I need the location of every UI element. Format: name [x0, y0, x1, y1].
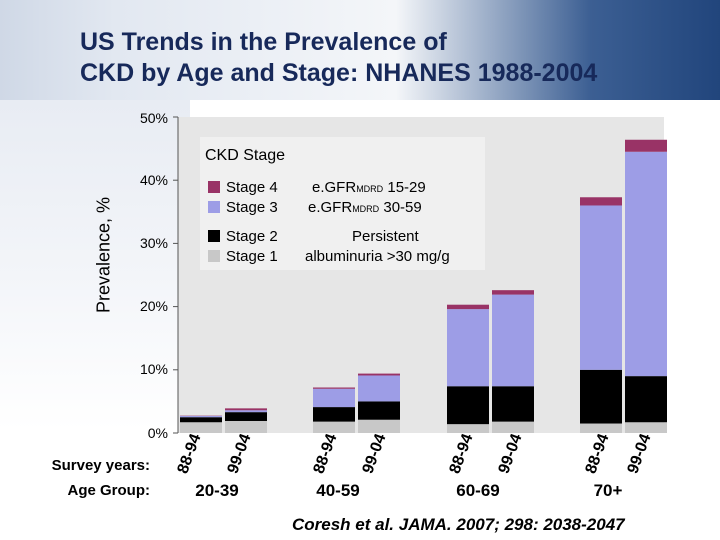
legend-swatch-stage4	[208, 181, 220, 193]
bar-40-59-99-04-stage1	[358, 419, 400, 433]
survey-years-label: Survey years:	[51, 457, 150, 474]
legend-stage4-label: Stage 4	[226, 179, 278, 196]
left-decor-band	[0, 100, 190, 540]
bar-60-69-99-04-stage1	[492, 421, 534, 433]
legend-swatch-stage1	[208, 250, 220, 262]
legend-swatch-stage3	[208, 201, 220, 213]
legend-stage3-label: Stage 3	[226, 199, 278, 216]
bar-40-59-88-94-stage2	[313, 407, 355, 422]
y-tick-40: 40%	[139, 172, 168, 188]
bar-20-39-88-94-stage1	[180, 422, 222, 433]
y-tick-50: 50%	[139, 110, 168, 126]
group-label-20-39: 20-39	[195, 481, 239, 500]
legend-stage1-label: Stage 1	[226, 248, 278, 265]
slide-title: US Trends in the Prevalence of CKD by Ag…	[80, 28, 598, 87]
bar-20-39-99-04-stage4	[225, 408, 267, 411]
y-tick-10: 10%	[139, 361, 168, 377]
legend-stage3-desc: e.GFRMDRD 30-59	[308, 199, 422, 216]
row-labels: Survey years: Age Group:	[20, 453, 150, 503]
bar-20-39-88-94-stage3	[180, 415, 222, 418]
bar-20-39-99-04-stage1	[225, 420, 267, 433]
bar-70+-99-04-stage2	[625, 376, 667, 423]
bar-40-59-99-04-stage3	[358, 375, 400, 402]
legend-swatch-stage2	[208, 230, 220, 242]
legend-stage2-label: Stage 2	[226, 228, 278, 245]
bar-70+-88-94-stage1	[580, 423, 622, 433]
bar-70+-99-04-stage1	[625, 422, 667, 433]
bar-40-59-99-04-stage4	[358, 373, 400, 376]
bar-60-69-88-94-stage4	[447, 304, 489, 310]
bar-60-69-88-94-stage1	[447, 424, 489, 433]
legend-stage1: Stage 1	[208, 248, 278, 266]
bar-70+-99-04-stage4	[625, 139, 667, 152]
legend-stage4-desc: e.GFRMDRD 15-29	[312, 179, 426, 196]
bar-60-69-88-94-stage2	[447, 386, 489, 425]
y-tick-30: 30%	[139, 235, 168, 251]
legend-stage3: Stage 3	[208, 199, 278, 217]
bar-40-59-88-94-stage4	[313, 387, 355, 389]
bar-60-69-99-04-stage3	[492, 294, 534, 387]
bar-20-39-88-94-stage2	[180, 417, 222, 423]
legend-title: CKD Stage	[205, 147, 286, 164]
y-tick-0: 0%	[147, 425, 168, 441]
bar-70+-88-94-stage2	[580, 369, 622, 424]
bar-70+-99-04-stage3	[625, 151, 667, 377]
y-tick-20: 20%	[139, 298, 168, 314]
bar-60-69-99-04-stage2	[492, 386, 534, 422]
citation: Coresh et al. JAMA. 2007; 298: 2038-2047	[292, 515, 625, 534]
legend-stage4: Stage 4	[208, 179, 278, 197]
legend-stage2: Stage 2	[208, 228, 278, 246]
legend-persistent: Persistent	[352, 228, 419, 245]
bar-40-59-99-04-stage2	[358, 401, 400, 420]
bar-40-59-88-94-stage1	[313, 421, 355, 433]
header-band	[0, 0, 720, 100]
bar-20-39-99-04-stage3	[225, 410, 267, 413]
bar-70+-88-94-stage3	[580, 205, 622, 370]
bar-60-69-99-04-stage4	[492, 290, 534, 295]
group-label-70plus: 70+	[593, 481, 623, 500]
bar-20-39-99-04-stage2	[225, 412, 267, 421]
bar-40-59-88-94-stage3	[313, 388, 355, 408]
group-label-40-59: 40-59	[316, 481, 360, 500]
legend-albuminuria: albuminuria >30 mg/g	[305, 248, 450, 265]
legend: CKD Stage Stage 4 Stage 3 Stage 2 Stage …	[200, 137, 485, 270]
age-group-label: Age Group:	[67, 482, 151, 499]
bar-70+-88-94-stage4	[580, 197, 622, 206]
bar-60-69-88-94-stage3	[447, 309, 489, 387]
group-label-60-69: 60-69	[456, 481, 500, 500]
